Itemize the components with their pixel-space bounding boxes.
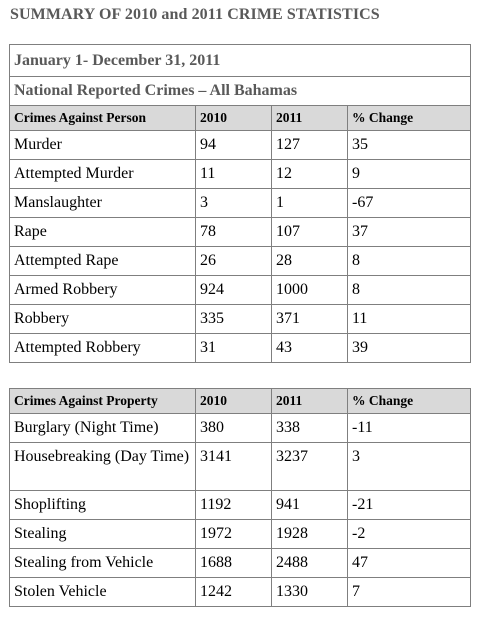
value-2010-cell: 380: [195, 413, 272, 443]
crimes-against-property-table: Crimes Against Property 2010 2011 % Chan…: [9, 388, 471, 607]
percent-change-cell: -11: [347, 413, 471, 443]
column-header: Crimes Against Person: [9, 105, 196, 131]
crime-name-cell: Manslaughter: [9, 188, 196, 218]
column-header: 2010: [195, 105, 272, 131]
crime-name-cell: Housebreaking (Day Time): [9, 442, 196, 491]
value-2010-cell: 1192: [195, 490, 272, 520]
percent-change-cell: 8: [346, 275, 472, 305]
crime-name-cell: Attempted Rape: [9, 246, 196, 276]
column-header: 2010: [195, 388, 272, 414]
value-2010-cell: 1242: [195, 577, 272, 607]
table-row: Shoplifting 1192 941 -21: [9, 490, 471, 520]
crime-name-cell: Stealing from Vehicle: [9, 548, 196, 578]
crime-name-cell: Burglary (Night Time): [9, 413, 196, 443]
value-2011-cell: 43: [271, 333, 348, 363]
column-header: % Change: [347, 388, 471, 414]
value-2011-cell: 338: [271, 413, 348, 443]
crime-name-cell: Stealing: [9, 519, 196, 549]
table-row: Attempted Rape 26 28 8: [9, 246, 472, 276]
table-row: Rape 78 107 37: [9, 217, 472, 247]
table-row: Burglary (Night Time) 380 338 -11: [9, 413, 471, 443]
value-2010-cell: 26: [195, 246, 272, 276]
crime-name-cell: Attempted Murder: [9, 159, 196, 189]
table-row: Stolen Vehicle 1242 1330 7: [9, 577, 471, 607]
value-2010-cell: 924: [195, 275, 272, 305]
value-2011-cell: 1: [271, 188, 348, 218]
value-2011-cell: 107: [271, 217, 348, 247]
percent-change-cell: -2: [347, 519, 471, 549]
crime-name-cell: Robbery: [9, 304, 196, 334]
column-header: 2011: [271, 105, 348, 131]
crime-name-cell: Attempted Robbery: [9, 333, 196, 363]
value-2011-cell: 1928: [271, 519, 348, 549]
value-2010-cell: 3141: [195, 442, 272, 491]
table-row: Murder 94 127 35: [9, 130, 472, 160]
percent-change-cell: 8: [346, 246, 472, 276]
column-header: 2011: [271, 388, 348, 414]
value-2010-cell: 31: [195, 333, 272, 363]
percent-change-cell: 47: [347, 548, 471, 578]
value-2010-cell: 335: [195, 304, 272, 334]
value-2011-cell: 941: [271, 490, 348, 520]
percent-change-cell: 39: [346, 333, 472, 363]
value-2010-cell: 78: [195, 217, 272, 247]
value-2011-cell: 127: [271, 130, 348, 160]
value-2011-cell: 1330: [271, 577, 348, 607]
header-row: Crimes Against Person 2010 2011 % Change: [9, 105, 472, 131]
column-header: Crimes Against Property: [9, 388, 196, 414]
percent-change-cell: 11: [346, 304, 472, 334]
crime-name-cell: Murder: [9, 130, 196, 160]
value-2011-cell: 371: [271, 304, 348, 334]
column-header: % Change: [346, 105, 472, 131]
percent-change-cell: 35: [346, 130, 472, 160]
value-2010-cell: 11: [195, 159, 272, 189]
table-subtitle: National Reported Crimes – All Bahamas: [8, 76, 472, 106]
value-2011-cell: 3237: [271, 442, 348, 491]
table-row: Attempted Robbery 31 43 39: [9, 333, 472, 363]
table-row: Housebreaking (Day Time) 3141 3237 3: [9, 442, 471, 491]
value-2010-cell: 1688: [195, 548, 272, 578]
value-2010-cell: 1972: [195, 519, 272, 549]
table-row: Attempted Murder 11 12 9: [9, 159, 472, 189]
value-2011-cell: 12: [271, 159, 348, 189]
table-row: Manslaughter 3 1 -67: [9, 188, 472, 218]
table-row: Armed Robbery 924 1000 8: [9, 275, 472, 305]
period-label: January 1- December 31, 2011: [8, 44, 472, 77]
value-2011-cell: 28: [271, 246, 348, 276]
crimes-against-person-table: January 1- December 31, 2011 National Re…: [8, 44, 472, 363]
crime-name-cell: Stolen Vehicle: [9, 577, 196, 607]
percent-change-cell: 7: [347, 577, 471, 607]
value-2011-cell: 1000: [271, 275, 348, 305]
table-row: Robbery 335 371 11: [9, 304, 472, 334]
percent-change-cell: -21: [347, 490, 471, 520]
percent-change-cell: 37: [346, 217, 472, 247]
value-2010-cell: 94: [195, 130, 272, 160]
percent-change-cell: 3: [347, 442, 471, 491]
crime-name-cell: Armed Robbery: [9, 275, 196, 305]
percent-change-cell: 9: [346, 159, 472, 189]
table-row: Stealing from Vehicle 1688 2488 47: [9, 548, 471, 578]
table-row: Stealing 1972 1928 -2: [9, 519, 471, 549]
header-row: Crimes Against Property 2010 2011 % Chan…: [9, 388, 471, 414]
value-2011-cell: 2488: [271, 548, 348, 578]
page-title: SUMMARY OF 2010 and 2011 CRIME STATISTIC…: [10, 6, 380, 23]
crime-name-cell: Rape: [9, 217, 196, 247]
crime-name-cell: Shoplifting: [9, 490, 196, 520]
value-2010-cell: 3: [195, 188, 272, 218]
percent-change-cell: -67: [346, 188, 472, 218]
